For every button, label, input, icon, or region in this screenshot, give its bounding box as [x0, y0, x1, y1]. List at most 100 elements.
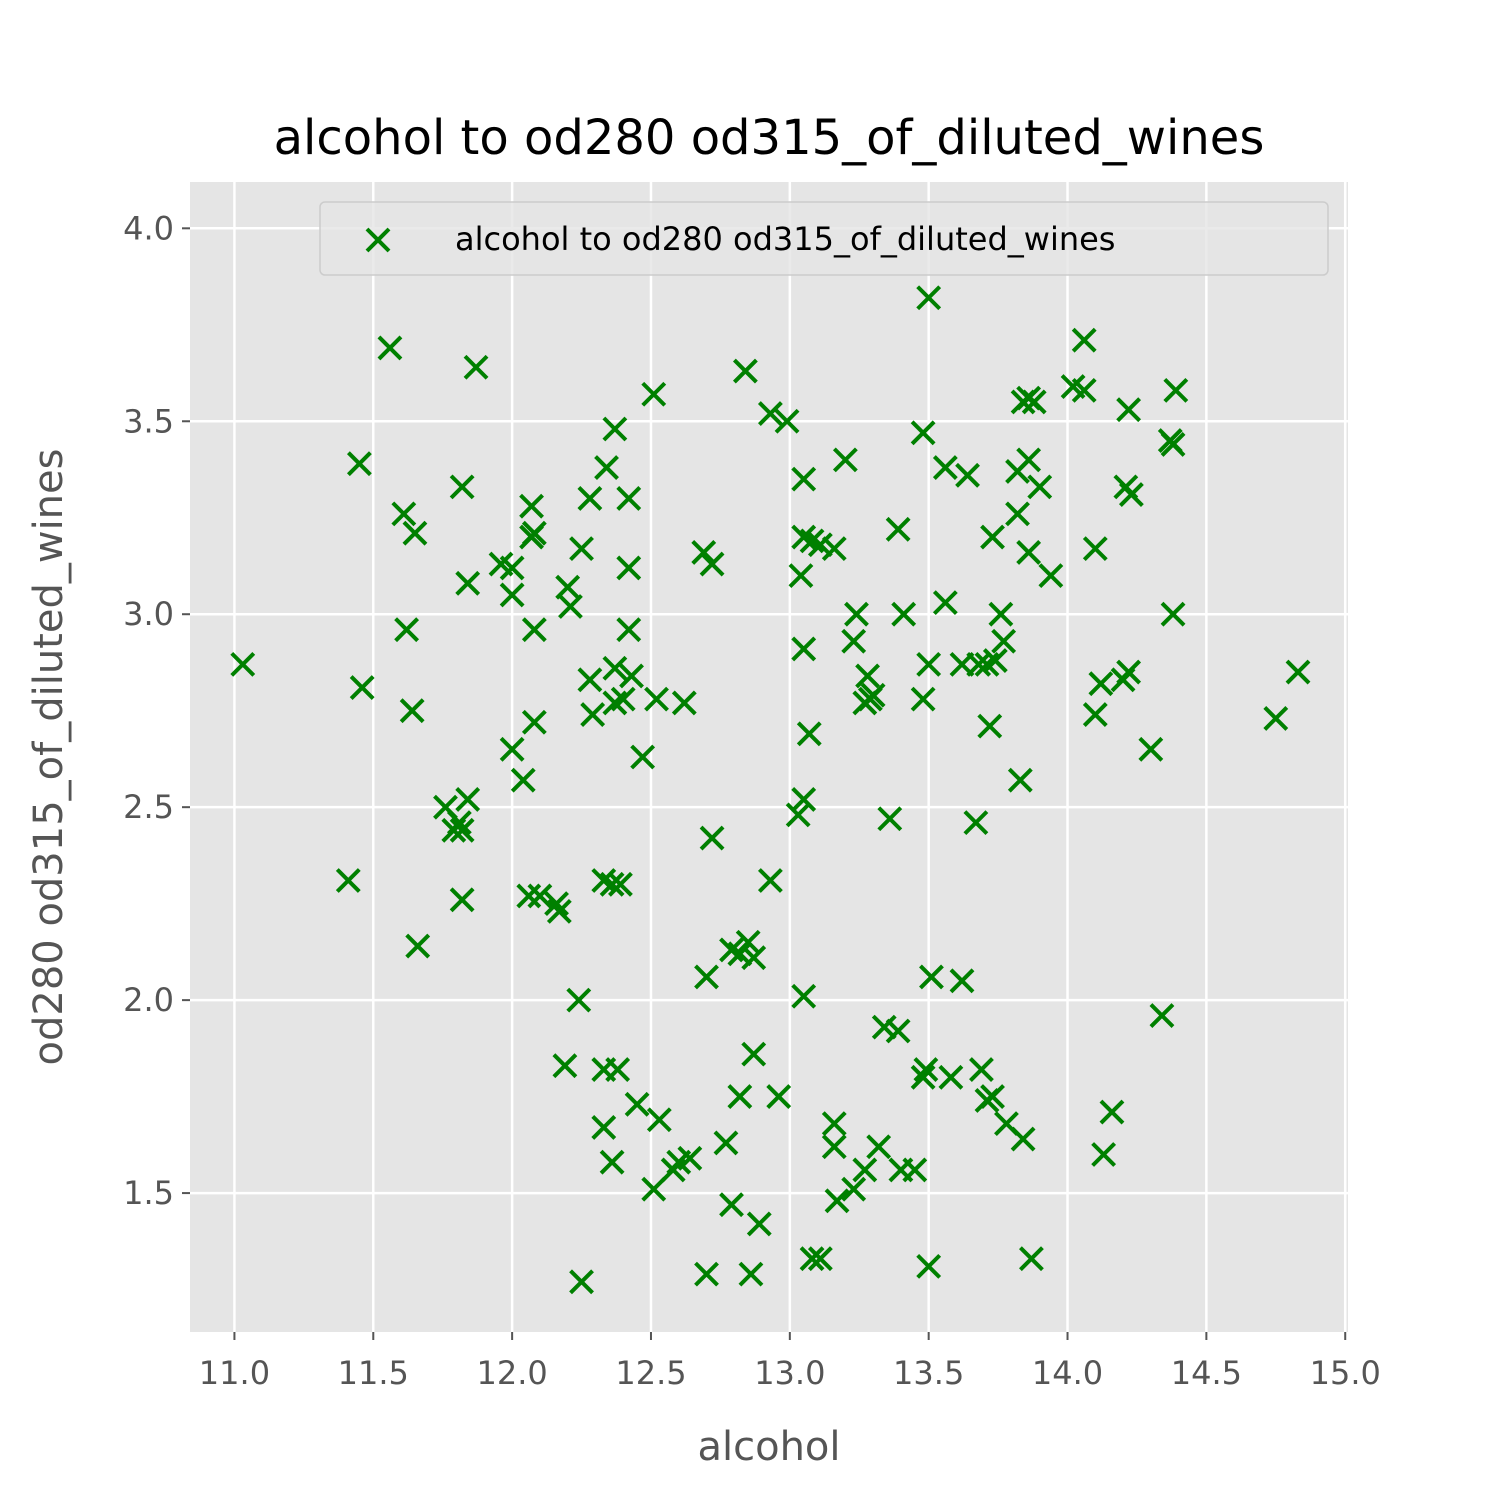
data-point: [446, 810, 472, 836]
data-point: [757, 401, 783, 426]
data-point: [916, 285, 942, 311]
x-tick-label: 12.5: [615, 1354, 686, 1392]
data-point: [510, 767, 536, 793]
x-tick-label: 12.0: [477, 1354, 548, 1392]
data-point: [719, 1192, 744, 1218]
data-point: [521, 520, 547, 546]
data-point: [910, 686, 936, 712]
data-point: [569, 536, 594, 562]
y-axis-label: od280 od315_of_diluted_wines: [26, 449, 72, 1066]
data-point: [738, 1261, 764, 1287]
data-point: [977, 713, 1003, 739]
data-point: [519, 493, 544, 519]
data-point: [916, 651, 942, 677]
data-point: [824, 1188, 850, 1214]
data-point: [616, 486, 642, 511]
data-points: [230, 285, 1311, 1295]
data-point: [455, 787, 481, 812]
y-tick-label: 4.0: [123, 209, 174, 247]
x-tick-label: 13.0: [754, 1354, 825, 1392]
data-point: [1016, 447, 1042, 473]
data-point: [1016, 540, 1042, 565]
legend-marker-x-icon: [365, 227, 391, 253]
data-point: [394, 617, 420, 643]
data-point: [230, 651, 256, 677]
y-tick-label: 3.0: [123, 595, 174, 633]
axis-ticks: 11.0 11.5 12.0 12.5 13.0 13.5 14.0 14.5 15.0 1.5 2…: [123, 209, 1381, 1392]
data-point: [1082, 702, 1108, 727]
y-tick-label: 2.0: [123, 981, 174, 1019]
data-point: [599, 1149, 625, 1175]
data-point: [732, 358, 758, 384]
data-point: [991, 628, 1017, 654]
data-point: [1118, 482, 1144, 507]
data-point: [671, 690, 697, 716]
data-point: [955, 462, 980, 488]
data-point: [1007, 767, 1033, 793]
data-point: [980, 1084, 1005, 1110]
data-point: [821, 1134, 847, 1160]
data-point: [1263, 705, 1289, 731]
data-point: [1099, 1099, 1125, 1125]
data-point: [602, 416, 628, 442]
data-point: [499, 555, 525, 581]
data-point: [1021, 389, 1047, 415]
data-point: [785, 802, 811, 828]
data-point: [694, 1261, 719, 1287]
data-point: [910, 420, 936, 446]
data-point: [1038, 563, 1064, 589]
data-point: [699, 551, 725, 577]
data-point: [741, 1041, 767, 1067]
data-point: [616, 617, 642, 643]
x-tick-label: 14.0: [1032, 1354, 1103, 1392]
data-point: [855, 663, 880, 689]
data-point: [691, 540, 717, 565]
data-point: [741, 945, 767, 971]
data-point: [885, 1018, 911, 1044]
data-point: [713, 1130, 739, 1156]
data-point: [791, 636, 817, 662]
legend-label: alcohol to od280 od315_of_diluted_wines: [455, 220, 1115, 258]
data-point: [821, 536, 847, 562]
data-point: [463, 354, 489, 380]
data-point: [841, 1176, 867, 1202]
data-point: [599, 871, 625, 897]
data-point: [349, 675, 375, 700]
data-point: [1082, 536, 1108, 562]
data-point: [1019, 1246, 1044, 1272]
data-point: [377, 335, 403, 361]
data-point: [844, 601, 869, 627]
data-point: [1071, 377, 1097, 403]
data-point: [624, 1091, 650, 1117]
data-point: [694, 964, 719, 990]
data-point: [677, 1145, 703, 1171]
plot-area: [190, 182, 1348, 1332]
legend-box: [319, 201, 1329, 276]
data-point: [391, 501, 417, 527]
data-point: [608, 871, 633, 897]
data-point: [866, 1134, 892, 1160]
data-point: [902, 1157, 928, 1183]
data-point: [791, 983, 817, 1009]
y-tick-label: 1.5: [123, 1174, 174, 1212]
data-point: [1091, 1142, 1117, 1167]
data-point: [346, 451, 372, 477]
data-point: [791, 787, 817, 812]
x-tick-label: 14.5: [1171, 1354, 1242, 1392]
data-point: [980, 524, 1005, 550]
data-point: [949, 968, 975, 994]
data-point: [796, 721, 822, 747]
data-point: [616, 555, 642, 581]
data-point: [807, 532, 833, 558]
x-axis-label: alcohol: [697, 1424, 840, 1470]
data-point: [727, 941, 753, 967]
data-point: [591, 1115, 617, 1140]
data-point: [788, 563, 814, 589]
data-point: [449, 474, 475, 500]
data-point: [1160, 601, 1186, 627]
data-point: [699, 825, 725, 851]
data-point: [910, 1064, 936, 1090]
data-point: [552, 1053, 578, 1079]
data-point: [774, 408, 800, 434]
data-point: [630, 744, 656, 770]
